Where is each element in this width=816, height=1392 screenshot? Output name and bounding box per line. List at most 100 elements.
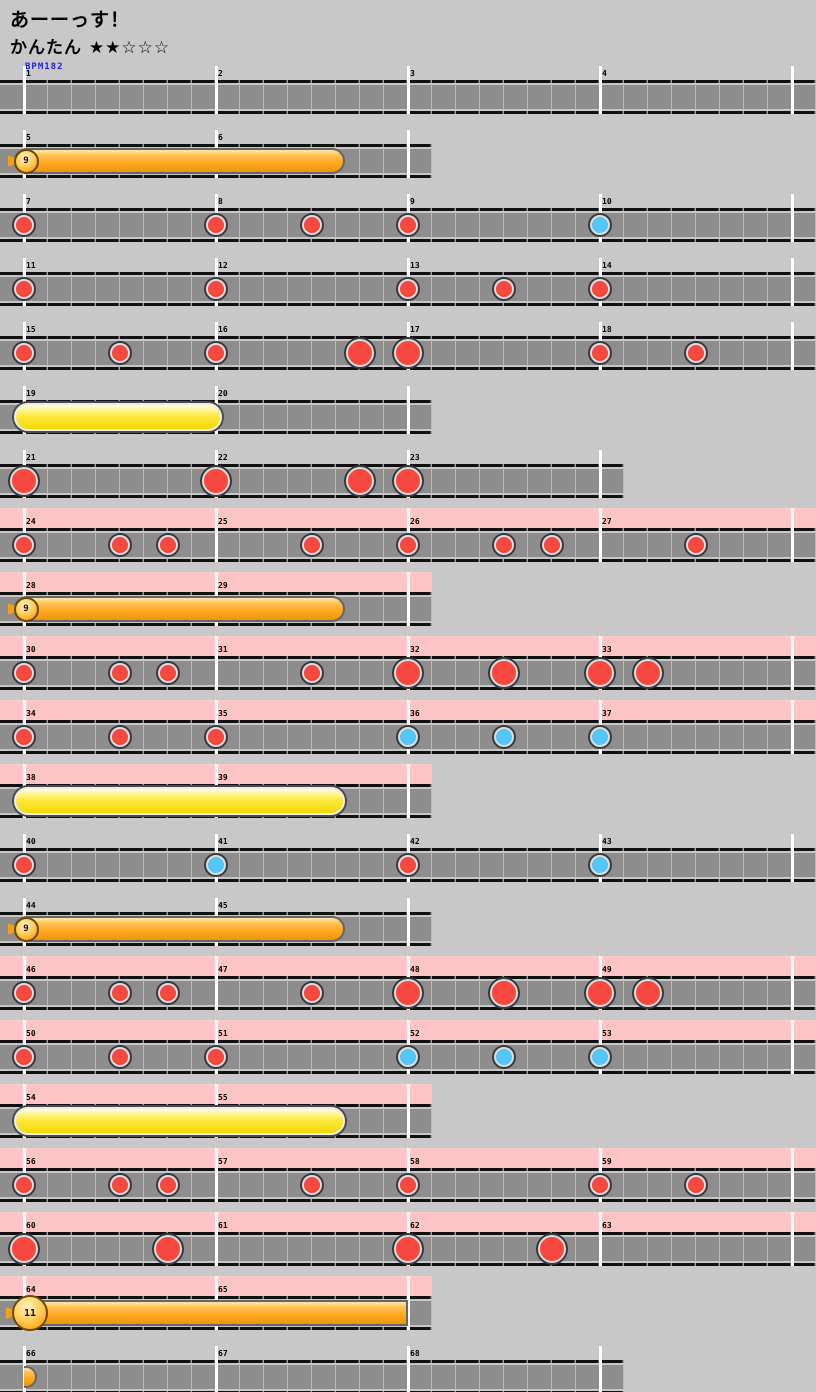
note-don	[110, 1175, 130, 1195]
measure-number: 26	[410, 517, 420, 526]
note-ka	[494, 727, 514, 747]
measure-line	[407, 1084, 410, 1138]
measure-number: 65	[218, 1285, 228, 1294]
measure-number: 50	[26, 1029, 36, 1038]
measure-number: 32	[410, 645, 420, 654]
note-ka	[590, 727, 610, 747]
measure-number: 25	[218, 517, 228, 526]
measure-number: 9	[410, 197, 415, 206]
note-don-big	[538, 1235, 566, 1263]
measure-line	[407, 898, 410, 946]
note-don	[542, 535, 562, 555]
measure-number: 20	[218, 389, 228, 398]
note-ka	[590, 1047, 610, 1067]
measure-number: 57	[218, 1157, 228, 1166]
bpm-label: BPM182	[25, 62, 64, 72]
note-don	[14, 663, 34, 683]
drumroll-bar	[14, 403, 222, 431]
balloon-knot	[7, 155, 17, 167]
measure-number: 8	[218, 197, 223, 206]
measure-number: 51	[218, 1029, 228, 1038]
measure-line	[791, 700, 794, 754]
note-don	[14, 1175, 34, 1195]
measure-number: 48	[410, 965, 420, 974]
balloon-head: 9	[13, 916, 39, 942]
measure-number: 37	[602, 709, 612, 718]
drumroll-bar	[14, 1107, 345, 1135]
note-don-big	[634, 659, 662, 687]
note-don-big	[10, 467, 38, 495]
balloon-knot	[7, 923, 17, 935]
note-don	[398, 215, 418, 235]
note-don	[686, 343, 706, 363]
measure-line	[791, 508, 794, 562]
note-don	[302, 1175, 322, 1195]
note-don-big	[394, 467, 422, 495]
measure-number: 29	[218, 581, 228, 590]
measure-line	[791, 322, 794, 370]
note-don	[206, 279, 226, 299]
measure-line	[791, 1148, 794, 1202]
measure-line	[407, 764, 410, 818]
measure-line	[407, 130, 410, 178]
note-don	[206, 1047, 226, 1067]
measure-number: 44	[26, 901, 36, 910]
measure-line	[215, 956, 218, 1010]
measure-line	[791, 1212, 794, 1266]
measure-number: 52	[410, 1029, 420, 1038]
measure-number: 28	[26, 581, 36, 590]
balloon-head: 9	[13, 148, 39, 174]
measure-number: 7	[26, 197, 31, 206]
measure-line	[599, 1346, 602, 1392]
note-don	[398, 279, 418, 299]
measure-number: 43	[602, 837, 612, 846]
measure-number: 45	[218, 901, 228, 910]
measure-number: 5	[26, 133, 31, 142]
measure-number: 19	[26, 389, 36, 398]
note-don	[110, 727, 130, 747]
note-don	[14, 727, 34, 747]
measure-number: 38	[26, 773, 36, 782]
measure-number: 68	[410, 1349, 420, 1358]
note-don	[302, 983, 322, 1003]
note-don	[158, 535, 178, 555]
measure-number: 2	[218, 69, 223, 78]
measure-line	[791, 1020, 794, 1074]
measure-number: 27	[602, 517, 612, 526]
note-ka	[398, 1047, 418, 1067]
note-don	[158, 663, 178, 683]
measure-line	[791, 834, 794, 882]
measure-number: 21	[26, 453, 36, 462]
measure-number: 13	[410, 261, 420, 270]
measure-line	[791, 66, 794, 114]
balloon-bar	[14, 596, 345, 622]
drumroll-bar	[14, 787, 345, 815]
balloon-head: 11	[12, 1295, 48, 1331]
note-don	[590, 1175, 610, 1195]
measure-number: 49	[602, 965, 612, 974]
measure-line	[599, 1212, 602, 1266]
difficulty-name: かんたん	[10, 38, 82, 58]
measure-line	[23, 66, 26, 114]
measure-number: 42	[410, 837, 420, 846]
measure-line	[407, 1346, 410, 1392]
note-don-big	[634, 979, 662, 1007]
measure-number: 3	[410, 69, 415, 78]
measure-number: 41	[218, 837, 228, 846]
balloon-knot	[6, 1307, 15, 1319]
note-don	[398, 535, 418, 555]
note-don-big	[490, 659, 518, 687]
measure-number: 39	[218, 773, 228, 782]
measure-number: 15	[26, 325, 36, 334]
note-don	[110, 983, 130, 1003]
note-don	[110, 1047, 130, 1067]
measure-number: 46	[26, 965, 36, 974]
measure-number: 16	[218, 325, 228, 334]
measure-number: 18	[602, 325, 612, 334]
note-don-big	[394, 339, 422, 367]
note-don	[302, 663, 322, 683]
measure-number: 30	[26, 645, 36, 654]
measure-line	[215, 1212, 218, 1266]
measure-number: 67	[218, 1349, 228, 1358]
